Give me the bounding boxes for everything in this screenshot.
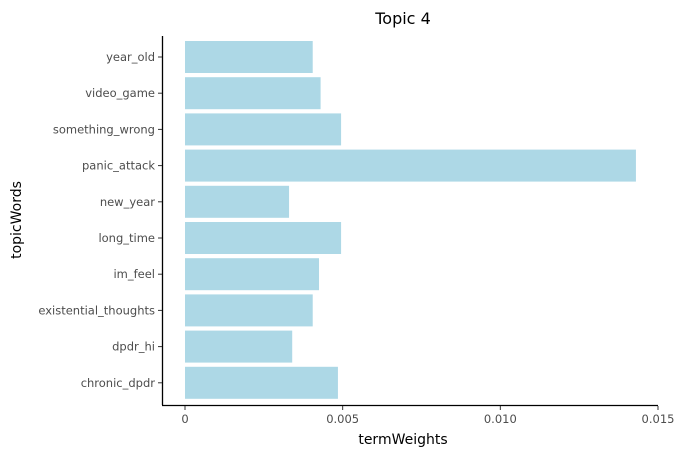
bar-dpdr_hi [185, 330, 293, 363]
bar-im_feel [185, 258, 320, 291]
x-tick-label: 0.005 [326, 412, 359, 426]
bar-video_game [185, 77, 321, 110]
bar-something_wrong [185, 113, 342, 146]
y-tick-label: long_time [98, 231, 155, 245]
y-tick-label: something_wrong [53, 122, 155, 136]
y-axis-ticks: year_old video_game something_wrong panic_a… [38, 50, 162, 390]
bars [185, 41, 636, 399]
y-tick-label: dpdr_hi [112, 340, 155, 354]
y-tick-label: im_feel [113, 267, 155, 281]
x-axis-title: termWeights [358, 432, 447, 448]
bar-new_year [185, 185, 290, 218]
y-tick-label: panic_attack [82, 159, 155, 173]
bar-long_time [185, 222, 342, 254]
x-tick-label: 0.015 [642, 412, 675, 426]
bar-existential_thoughts [185, 294, 313, 327]
y-tick-label: new_year [100, 195, 155, 209]
y-tick-label: chronic_dpdr [81, 376, 156, 390]
y-axis-title: topicWords [9, 181, 25, 259]
bar-year_old [185, 41, 313, 73]
x-tick-label: 0.010 [484, 412, 517, 426]
y-tick-label: year_old [106, 50, 155, 64]
x-tick-label: 0 [181, 412, 188, 426]
chart-title: Topic 4 [374, 9, 431, 28]
bar-chronic_dpdr [185, 366, 338, 399]
x-axis-ticks: 0 0.005 0.010 0.015 [181, 406, 674, 426]
y-tick-label: video_game [85, 86, 155, 100]
bar-panic_attack [185, 149, 636, 182]
y-tick-label: existential_thoughts [38, 303, 155, 317]
